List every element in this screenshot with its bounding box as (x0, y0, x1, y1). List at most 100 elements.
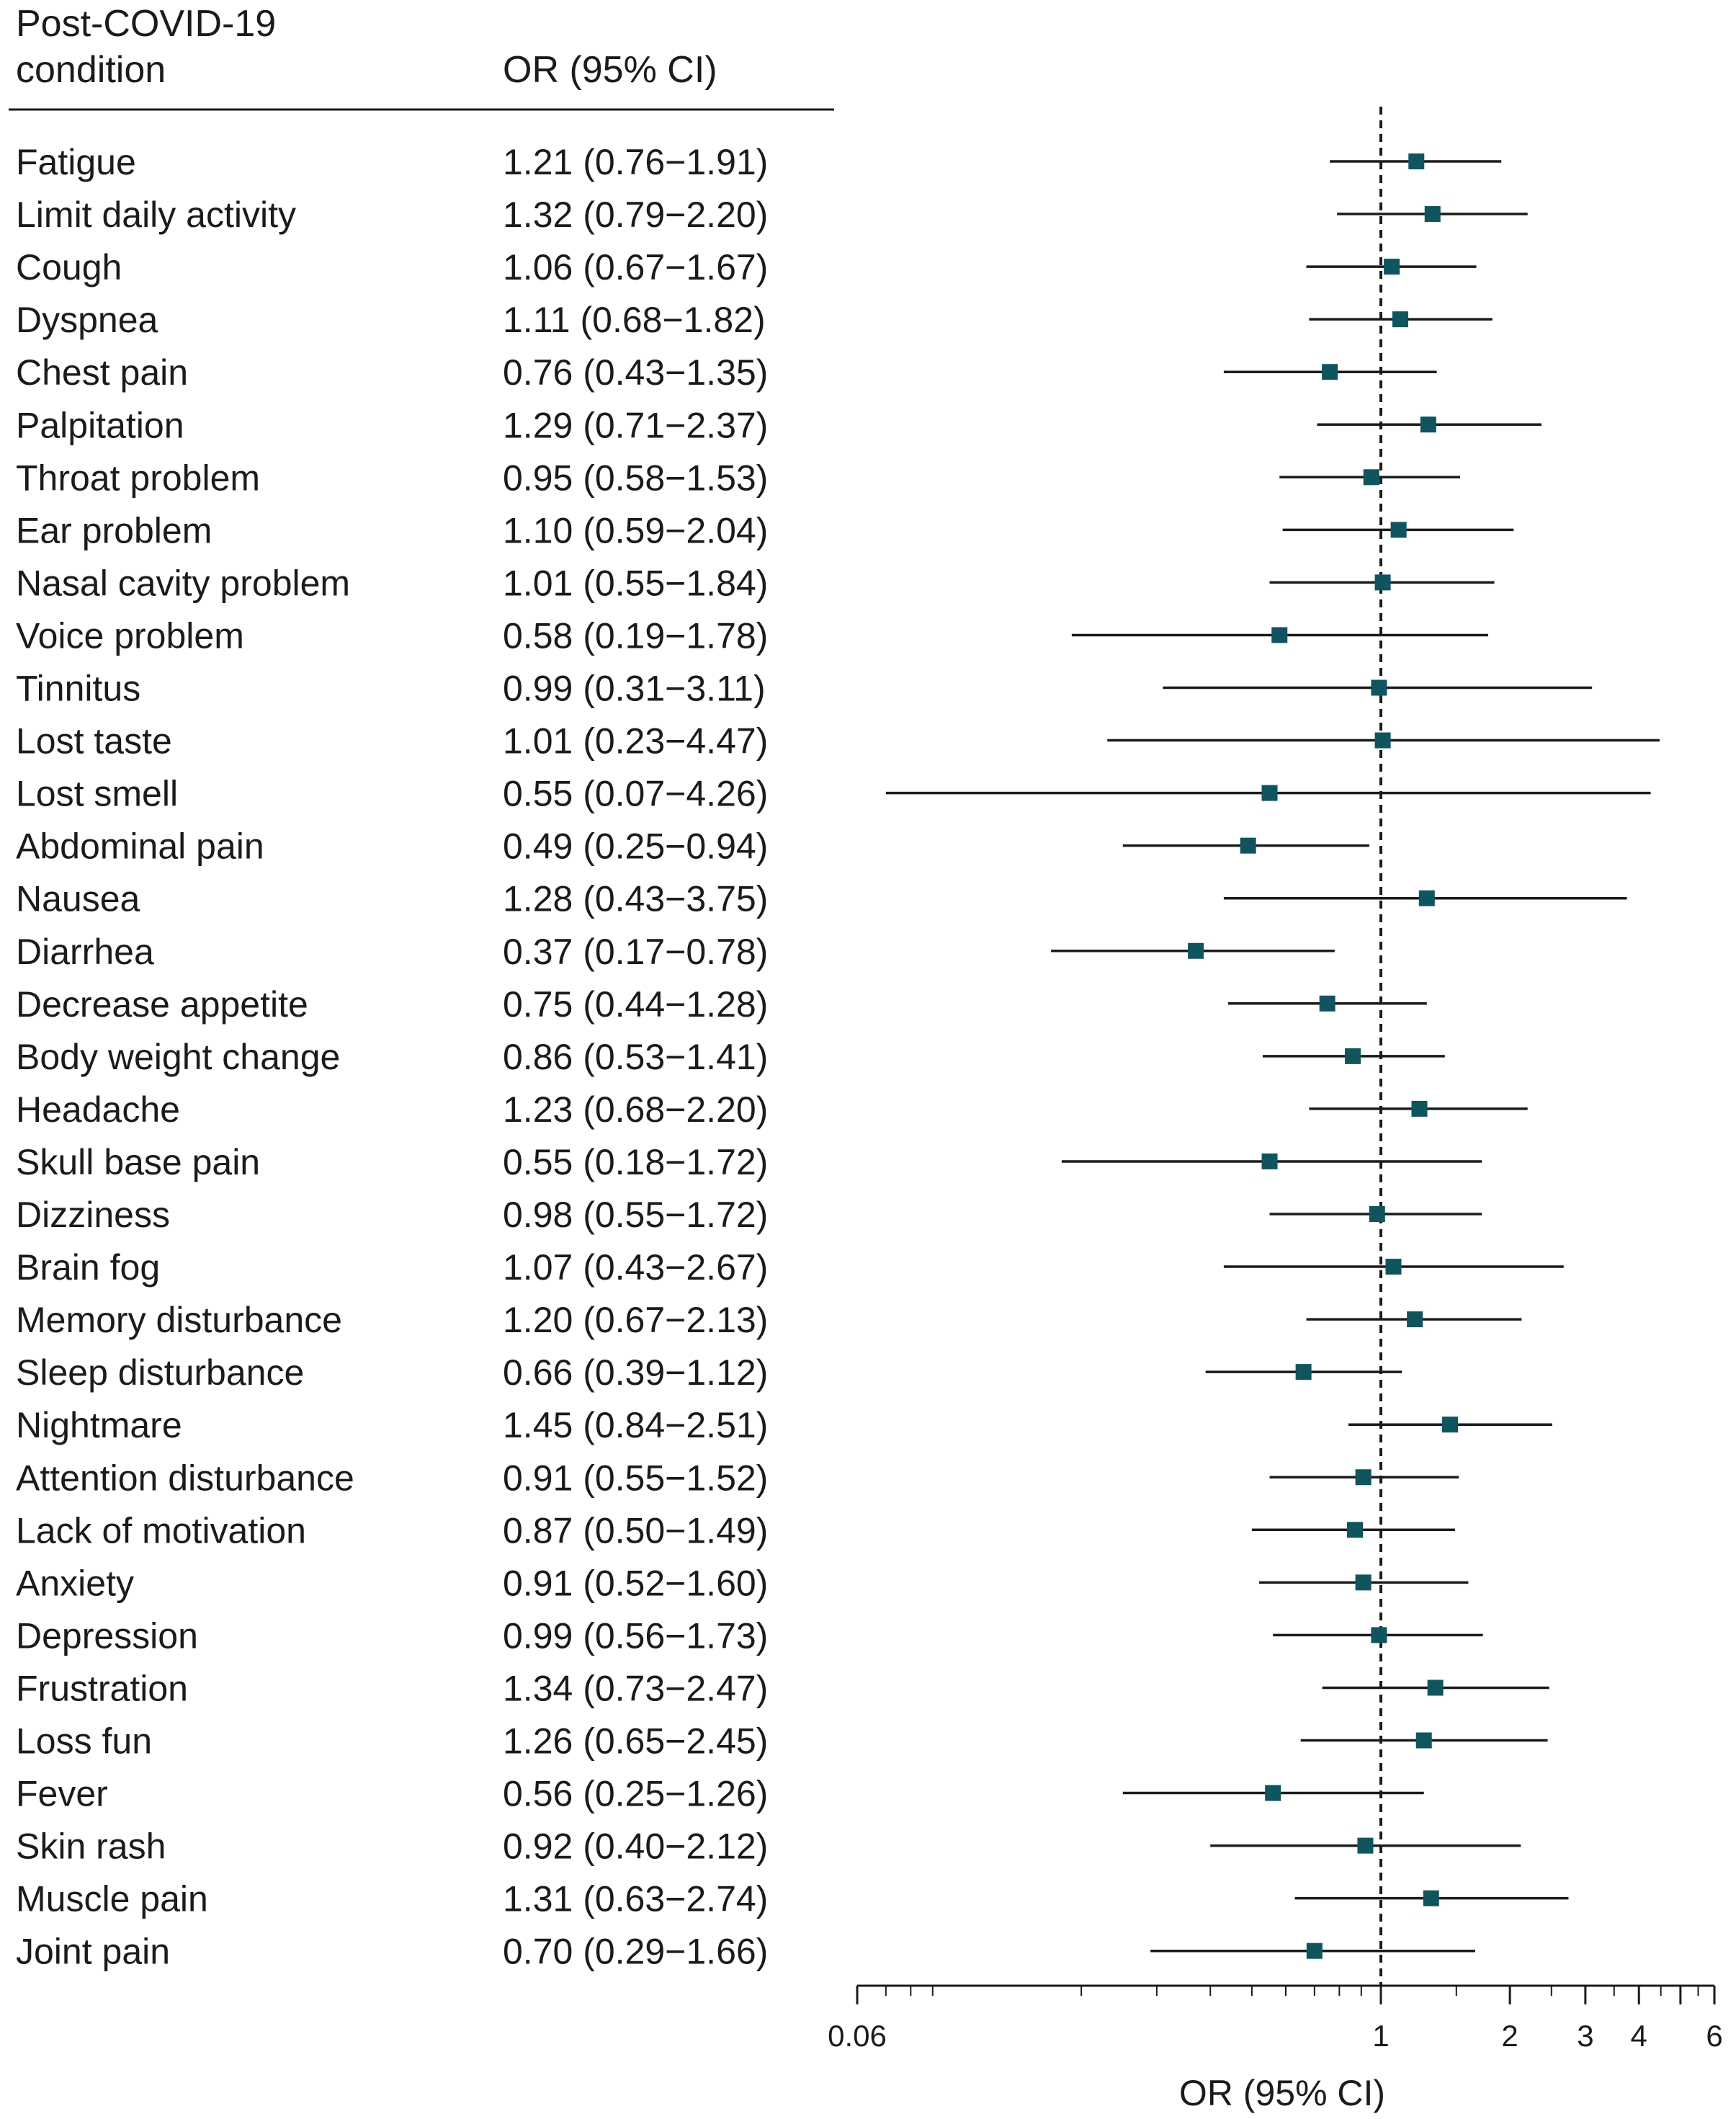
forest-row: Skin rash 0.92 (0.40−2.12) (16, 1826, 1521, 1867)
row-label: Voice problem (16, 615, 244, 656)
row-label: Cough (16, 247, 122, 287)
row-estimate: 0.49 (0.25−0.94) (503, 826, 768, 867)
or-marker (1319, 995, 1335, 1012)
or-marker (1347, 1522, 1364, 1538)
or-marker (1392, 311, 1408, 328)
forest-row: Memory disturbance 1.20 (0.67−2.13) (16, 1300, 1522, 1340)
or-marker (1371, 1627, 1387, 1643)
forest-row: Muscle pain 1.31 (0.63−2.74) (16, 1879, 1569, 1919)
forest-row: Depression 0.99 (0.56−1.73) (16, 1615, 1483, 1656)
row-label: Joint pain (16, 1932, 170, 1972)
forest-row: Fever 0.56 (0.25−1.26) (16, 1774, 1424, 1814)
row-label: Loss fun (16, 1721, 152, 1762)
or-marker (1345, 1048, 1361, 1064)
row-estimate: 1.01 (0.23−4.47) (503, 721, 768, 762)
row-label: Lack of motivation (16, 1510, 306, 1551)
row-label: Body weight change (16, 1037, 340, 1077)
row-label: Memory disturbance (16, 1300, 342, 1340)
row-estimate: 1.26 (0.65−2.45) (503, 1721, 768, 1762)
row-label: Anxiety (16, 1563, 134, 1603)
x-tick-label: 0.06 (828, 2019, 887, 2053)
row-estimate: 1.20 (0.67−2.13) (503, 1300, 768, 1340)
x-axis: 0.06 1 2 3 4 6 (828, 1984, 1723, 2053)
row-estimate: 1.34 (0.73−2.47) (503, 1668, 768, 1708)
row-label: Frustration (16, 1668, 188, 1708)
table-header: Post-COVID-19 condition OR (95% CI) (9, 3, 834, 111)
forest-row: Throat problem 0.95 (0.58−1.53) (16, 458, 1460, 498)
row-estimate: 1.45 (0.84−2.51) (503, 1405, 768, 1445)
row-label: Brain fog (16, 1247, 160, 1288)
or-marker (1418, 890, 1435, 906)
forest-row: Frustration 1.34 (0.73−2.47) (16, 1668, 1549, 1708)
row-estimate: 0.76 (0.43−1.35) (503, 352, 768, 393)
forest-row: Sleep disturbance 0.66 (0.39−1.12) (16, 1352, 1402, 1393)
forest-row: Brain fog 1.07 (0.43−2.67) (16, 1247, 1564, 1288)
row-label: Lost smell (16, 774, 178, 814)
forest-row: Body weight change 0.86 (0.53−1.41) (16, 1037, 1445, 1077)
row-estimate: 1.21 (0.76−1.91) (503, 142, 768, 182)
row-estimate: 0.86 (0.53−1.41) (503, 1037, 768, 1077)
x-tick-label: 3 (1577, 2019, 1593, 2053)
row-label: Chest pain (16, 352, 188, 393)
forest-row: Attention disturbance 0.91 (0.55−1.52) (16, 1458, 1459, 1498)
or-marker (1374, 732, 1391, 749)
row-estimate: 0.56 (0.25−1.26) (503, 1774, 768, 1814)
x-tick-label: 2 (1501, 2019, 1518, 2053)
or-marker (1369, 1206, 1385, 1222)
forest-row: Abdominal pain 0.49 (0.25−0.94) (16, 826, 1370, 867)
or-marker (1415, 1732, 1432, 1749)
row-estimate: 1.10 (0.59−2.04) (503, 510, 768, 550)
forest-row: Dizziness 0.98 (0.55−1.72) (16, 1195, 1482, 1235)
row-label: Dyspnea (16, 300, 158, 340)
forest-row: Limit daily activity 1.32 (0.79−2.20) (16, 195, 1528, 235)
row-label: Nausea (16, 879, 140, 919)
or-marker (1420, 416, 1436, 433)
forest-row: Nausea 1.28 (0.43−3.75) (16, 879, 1627, 919)
row-estimate: 0.99 (0.31−3.11) (503, 669, 766, 709)
row-label: Attention disturbance (16, 1458, 354, 1498)
or-marker (1407, 1311, 1423, 1328)
row-estimate: 1.11 (0.68−1.82) (503, 300, 766, 340)
or-marker (1240, 837, 1256, 854)
row-label: Dizziness (16, 1195, 170, 1235)
row-estimate: 1.07 (0.43−2.67) (503, 1247, 768, 1288)
x-tick-label: 1 (1372, 2019, 1389, 2053)
row-estimate: 0.75 (0.44−1.28) (503, 984, 768, 1025)
or-marker (1427, 1679, 1444, 1696)
or-marker (1265, 1785, 1281, 1801)
row-label: Abdominal pain (16, 826, 264, 867)
or-marker (1374, 574, 1391, 591)
or-marker (1411, 1100, 1428, 1117)
row-estimate: 1.31 (0.63−2.74) (503, 1879, 768, 1919)
forest-row: Nasal cavity problem 1.01 (0.55−1.84) (16, 563, 1495, 603)
or-marker (1363, 469, 1379, 486)
row-estimate: 0.95 (0.58−1.53) (503, 458, 768, 498)
row-estimate: 0.66 (0.39−1.12) (503, 1352, 768, 1393)
or-marker (1261, 785, 1278, 801)
or-marker (1355, 1574, 1372, 1591)
row-estimate: 0.91 (0.55−1.52) (503, 1458, 768, 1498)
or-marker (1371, 679, 1387, 696)
row-label: Palpitation (16, 405, 184, 445)
or-marker (1442, 1417, 1459, 1433)
forest-row: Voice problem 0.58 (0.19−1.78) (16, 615, 1488, 656)
row-label: Throat problem (16, 458, 260, 498)
row-estimate: 0.98 (0.55−1.72) (503, 1195, 768, 1235)
row-estimate: 1.29 (0.71−2.37) (503, 405, 768, 445)
or-marker (1322, 364, 1338, 380)
forest-row: Tinnitus 0.99 (0.31−3.11) (16, 669, 1593, 709)
header-condition-line2: condition (16, 49, 166, 91)
row-label: Tinnitus (16, 669, 140, 709)
or-marker (1384, 259, 1400, 275)
row-estimate: 1.28 (0.43−3.75) (503, 879, 768, 919)
or-marker (1261, 1153, 1278, 1169)
row-label: Diarrhea (16, 932, 154, 972)
row-estimate: 0.99 (0.56−1.73) (503, 1615, 768, 1656)
row-label: Fever (16, 1774, 108, 1814)
row-estimate: 1.23 (0.68−2.20) (503, 1089, 768, 1130)
row-estimate: 1.32 (0.79−2.20) (503, 195, 768, 235)
forest-row: Nightmare 1.45 (0.84−2.51) (16, 1405, 1552, 1445)
header-condition-line1: Post-COVID-19 (16, 3, 276, 45)
forest-row: Lost smell 0.55 (0.07−4.26) (16, 774, 1651, 814)
row-label: Fatigue (16, 142, 136, 182)
